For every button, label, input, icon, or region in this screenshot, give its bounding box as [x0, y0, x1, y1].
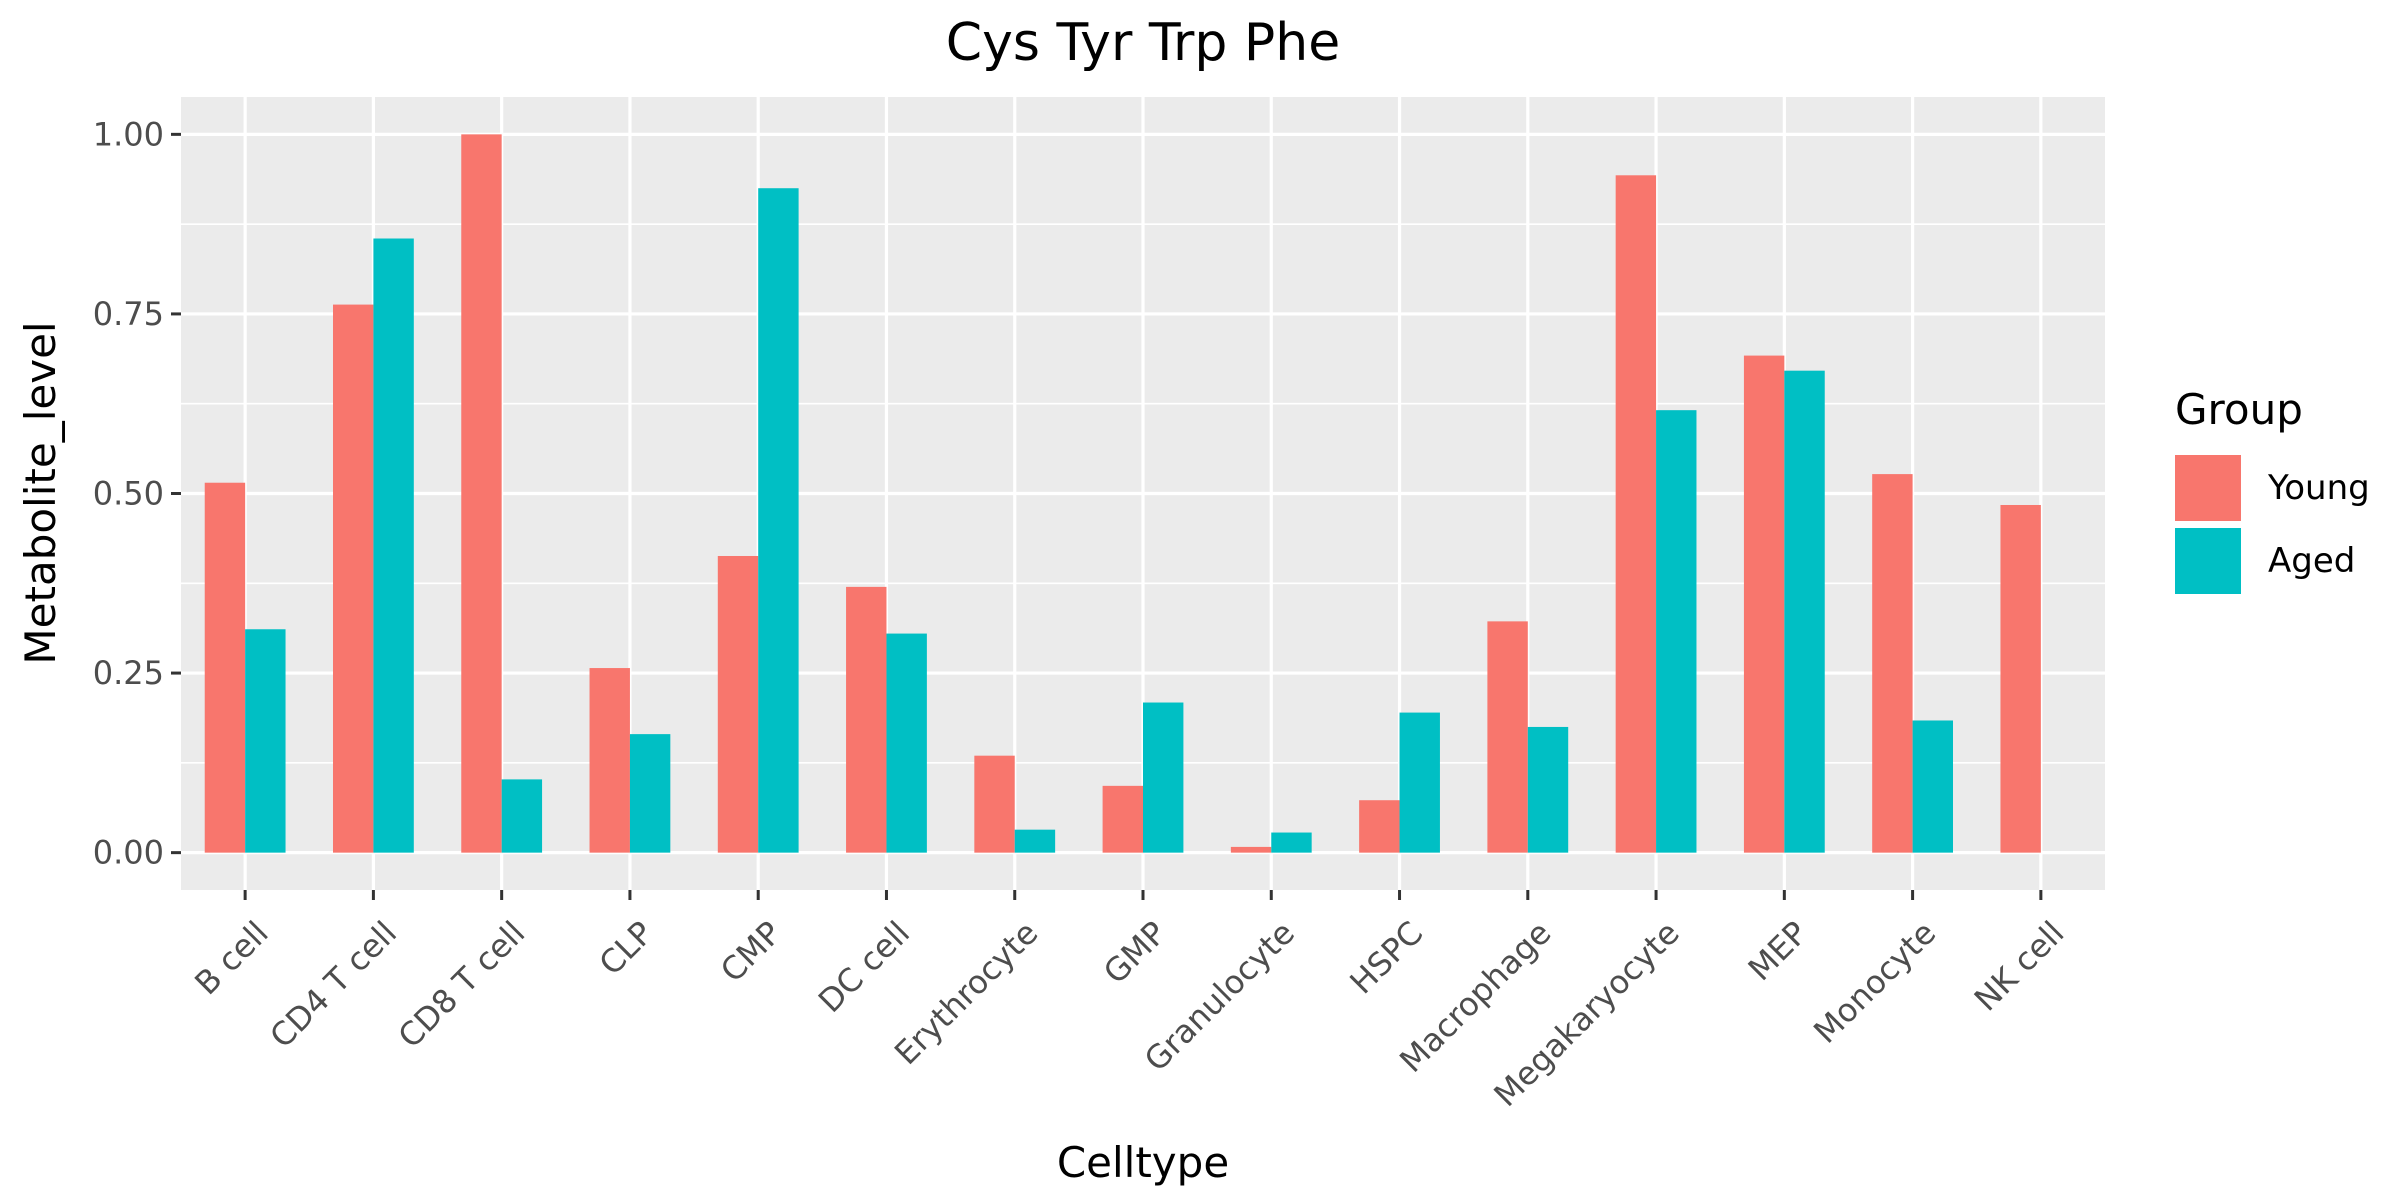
legend: Group Young Aged — [2175, 385, 2370, 594]
x-tick-label: Monocyte — [1806, 914, 1943, 1051]
bar-aged — [1912, 720, 1954, 853]
bar-young — [1359, 800, 1400, 853]
x-tick-label: CD8 T cell — [391, 914, 533, 1056]
bar-aged — [1527, 726, 1569, 853]
bar-young — [589, 668, 630, 853]
bar-young — [717, 555, 759, 853]
y-tick-label: 0.75 — [93, 295, 164, 333]
bar-young — [846, 586, 887, 853]
y-tick-label: 1.00 — [93, 115, 164, 153]
bar-young — [332, 304, 374, 853]
bar-aged — [1014, 829, 1056, 853]
y-axis-label: Metabolite_level — [16, 321, 65, 664]
y-tick-label: 0.00 — [93, 834, 164, 872]
bar-young — [1615, 175, 1657, 853]
bar-aged — [245, 629, 286, 853]
bar-aged — [1784, 370, 1825, 853]
legend-key-aged — [2175, 528, 2241, 594]
bar-aged — [1271, 832, 1312, 853]
bar-young — [1230, 846, 1272, 853]
bar-aged — [373, 238, 414, 853]
legend-label: Young — [2267, 468, 2370, 508]
bar-young — [2000, 504, 2041, 853]
bar-aged — [1143, 702, 1184, 853]
legend-title: Group — [2175, 385, 2303, 434]
x-tick-label: GMP — [1096, 914, 1174, 992]
x-tick-label: HSPC — [1342, 914, 1430, 1002]
bar-young — [1743, 355, 1785, 853]
bar-young — [1102, 785, 1143, 853]
legend-label: Aged — [2268, 541, 2355, 581]
bar-aged — [1656, 410, 1697, 853]
bar-aged — [501, 779, 543, 853]
legend-key-young — [2175, 455, 2241, 521]
x-tick-label: B cell — [187, 914, 276, 1003]
x-tick-label: MEP — [1741, 914, 1815, 988]
chart-title: Cys Tyr Trp Phe — [946, 13, 1340, 73]
x-tick-label: DC cell — [811, 914, 917, 1020]
x-tick-label: CLP — [592, 914, 661, 983]
bar-young — [974, 755, 1015, 853]
bar-aged — [758, 188, 799, 853]
x-tick-label: CMP — [713, 914, 789, 990]
bar-young — [204, 482, 246, 853]
bar-young — [1872, 474, 1913, 853]
x-tick-label: NK cell — [1967, 914, 2072, 1019]
x-axis-label: Celltype — [1057, 1138, 1229, 1187]
bar-aged — [1399, 712, 1440, 853]
y-tick-label: 0.25 — [93, 654, 164, 692]
y-tick-label: 0.50 — [93, 475, 164, 513]
bar-aged — [629, 734, 671, 853]
bar-aged — [886, 633, 927, 853]
bar-young — [1487, 621, 1528, 853]
x-tick-label: CD4 T cell — [262, 914, 404, 1056]
bar-young — [461, 134, 502, 853]
